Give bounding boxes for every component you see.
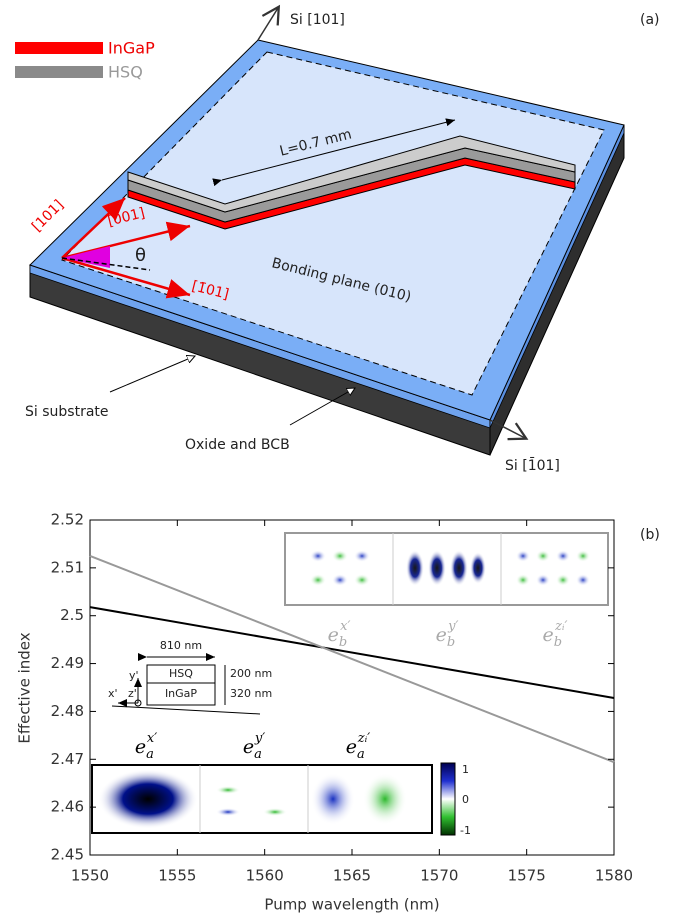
y-tick-label: 2.47 [51,750,84,768]
plot-lines [89,554,615,764]
directions [61,4,529,441]
mode-sub: b [339,635,347,650]
mode-label: eazᵢ′ [346,731,370,762]
mode-base: e [346,736,357,758]
mode-sup: zᵢ′ [357,731,370,746]
y-axis-title: Effective index [16,632,34,743]
mode-sub: a [357,747,365,762]
schematic-label: 200 nm [230,667,272,680]
y-tick-label: 2.49 [51,654,84,672]
direction-label: [101] [29,197,67,235]
slab [29,39,625,456]
y-tick-label: 2.46 [51,798,84,816]
schematic-label: 810 nm [160,639,202,652]
legend-swatch [15,42,103,54]
y-tick-label: 2.52 [51,511,84,529]
x-tick-label: 1560 [246,867,284,885]
mode-sub: b [554,635,562,650]
colorbar-label: -1 [460,824,471,837]
mode-sub: b [447,635,455,650]
x-tick-label: 1550 [71,867,109,885]
mode-base: e [543,624,554,646]
x-tick-label: 1555 [158,867,196,885]
substrate-label: Si substrate [25,404,109,420]
mode-sub: a [254,747,262,762]
mode-sup: x′ [340,619,350,634]
mode-base: e [243,736,254,758]
schematic [111,653,261,715]
y-tick-label: 2.5 [60,606,84,624]
x-tick-label: 1565 [333,867,371,885]
mode-label: eay′ [243,731,265,762]
oxide-label: Oxide and BCB [185,437,290,453]
mode-base: e [328,624,339,646]
mode-sup: y′ [254,731,265,746]
x-axis-title: Pump wavelength (nm) [264,896,439,914]
colorbar-label: 1 [462,763,469,776]
panel-label: (b) [640,527,660,543]
schematic-label: x' [108,687,118,700]
schematic-label: z' [128,687,137,700]
x-tick-label: 1570 [420,867,458,885]
data-line [89,554,615,764]
legend-swatch [15,66,103,78]
y-tick-label: 2.45 [51,846,84,864]
schematic-label: HSQ [169,667,193,680]
schematic-label: 320 nm [230,687,272,700]
mode-base: e [135,736,146,758]
mode-sup: y′ [447,619,458,634]
y-tick-label: 2.48 [51,702,84,720]
colorbar-label: 0 [462,793,469,806]
mode-label: eax′ [135,731,157,762]
schematic-label: y' [129,669,139,682]
mode-label: ebx′ [328,619,351,650]
x-tick-label: 1580 [595,867,633,885]
mode-base: e [436,624,447,646]
legend-label: InGaP [108,39,155,58]
mode-sup: zᵢ′ [554,619,567,634]
axis-label: Si [101] [290,12,345,28]
theta-label: θ [135,245,146,266]
inset-b [284,532,609,606]
mode-label: ebzᵢ′ [543,619,568,650]
mode-sub: a [146,747,154,762]
data-line [89,606,615,700]
legend-label: HSQ [108,63,143,82]
mode-sup: x′ [147,731,157,746]
waveguide [127,118,576,230]
schematic-label: InGaP [165,687,197,700]
x-tick-label: 1575 [508,867,546,885]
axis-label: Si [1̄01] [505,456,560,474]
panel-label: (a) [640,12,660,28]
inset-a [91,762,456,836]
y-tick-label: 2.51 [51,558,84,576]
mode-label: eby′ [436,619,459,650]
